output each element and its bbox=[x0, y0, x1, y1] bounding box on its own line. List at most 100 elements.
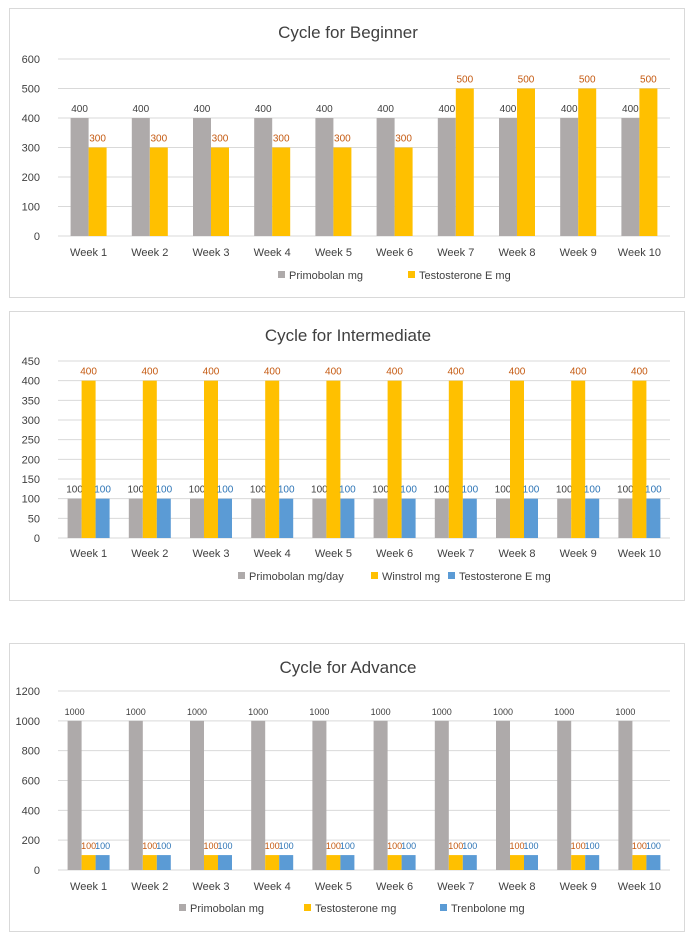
bar bbox=[193, 118, 211, 236]
data-label: 100 bbox=[189, 485, 206, 496]
bar bbox=[131, 118, 150, 236]
bar bbox=[557, 720, 572, 870]
bar bbox=[401, 855, 416, 870]
bar bbox=[312, 720, 327, 870]
data-label: 100 bbox=[95, 841, 110, 851]
bar bbox=[571, 855, 586, 870]
data-label: 400 bbox=[141, 367, 158, 378]
x-tick-label: Week 4 bbox=[254, 548, 291, 560]
data-label: 100 bbox=[66, 485, 83, 496]
bar bbox=[340, 855, 355, 870]
y-tick-label: 500 bbox=[22, 84, 40, 96]
y-tick-label: 250 bbox=[22, 435, 40, 447]
bar bbox=[571, 380, 586, 538]
bar bbox=[618, 498, 633, 538]
y-tick-label: 200 bbox=[22, 454, 40, 466]
legend-label: Testosterone E mg bbox=[459, 571, 551, 583]
bar bbox=[455, 88, 474, 236]
legend-swatch bbox=[304, 904, 311, 911]
bar bbox=[156, 498, 171, 538]
bar bbox=[401, 498, 416, 538]
x-tick-label: Week 10 bbox=[618, 881, 661, 893]
x-tick-label: Week 7 bbox=[437, 247, 474, 259]
chart-panel-advance: Cycle for Advance 0 200 400 600 800 1000 1200 1… bbox=[9, 643, 685, 932]
bar bbox=[265, 855, 280, 870]
bar bbox=[496, 720, 510, 870]
y-tick-label: 0 bbox=[34, 865, 40, 877]
bar bbox=[149, 147, 168, 236]
plot-area: 0 50 100 150 200 250 300 350 400 450 100 400 100 Week… bbox=[22, 356, 670, 583]
bar bbox=[265, 380, 280, 538]
legend-swatch bbox=[371, 572, 378, 579]
data-label: 100 bbox=[340, 841, 355, 851]
data-label: 1000 bbox=[432, 707, 452, 717]
bar bbox=[510, 380, 524, 538]
bar bbox=[517, 88, 535, 236]
legend-label: Testosterone E mg bbox=[419, 270, 511, 282]
data-label: 100 bbox=[617, 485, 634, 496]
data-label: 100 bbox=[142, 841, 157, 851]
chart-svg-intermediate: Cycle for Intermediate 0 50 100 150 200 250 30… bbox=[22, 326, 670, 583]
bar bbox=[578, 88, 597, 236]
x-tick-label: Week 1 bbox=[70, 881, 107, 893]
data-label: 1000 bbox=[126, 707, 146, 717]
bar bbox=[448, 380, 463, 538]
y-tick-label: 1200 bbox=[16, 686, 40, 698]
bar bbox=[646, 498, 661, 538]
data-label: 400 bbox=[386, 367, 403, 378]
bar bbox=[128, 720, 143, 870]
data-label: 400 bbox=[377, 104, 394, 115]
bar bbox=[95, 498, 110, 538]
data-label: 1000 bbox=[615, 707, 635, 717]
data-label: 400 bbox=[264, 367, 281, 378]
data-label: 300 bbox=[395, 134, 412, 145]
x-tick-label: Week 6 bbox=[376, 881, 413, 893]
data-label: 1000 bbox=[65, 707, 85, 717]
chart-title: Cycle for Intermediate bbox=[265, 326, 431, 345]
y-tick-label: 300 bbox=[22, 415, 40, 427]
data-label: 100 bbox=[523, 485, 540, 496]
chart-panel-intermediate: Cycle for Intermediate 0 50 100 150 200 250 30… bbox=[9, 311, 685, 601]
data-label: 100 bbox=[433, 485, 450, 496]
x-tick-label: Week 10 bbox=[618, 548, 661, 560]
bar bbox=[387, 380, 402, 538]
legend-swatch bbox=[238, 572, 245, 579]
bar bbox=[434, 498, 449, 538]
data-label: 300 bbox=[150, 134, 167, 145]
bar bbox=[376, 118, 395, 236]
bar bbox=[190, 720, 204, 870]
bar bbox=[340, 498, 355, 538]
bar bbox=[585, 498, 600, 538]
data-label: 100 bbox=[571, 841, 586, 851]
y-tick-label: 100 bbox=[22, 494, 40, 506]
y-tick-label: 350 bbox=[22, 395, 40, 407]
data-label: 1000 bbox=[248, 707, 268, 717]
bar bbox=[373, 498, 388, 538]
x-tick-label: Week 9 bbox=[560, 548, 597, 560]
x-tick-label: Week 5 bbox=[315, 548, 352, 560]
x-tick-label: Week 5 bbox=[315, 247, 352, 259]
data-label: 300 bbox=[273, 134, 290, 145]
data-label: 100 bbox=[278, 485, 295, 496]
y-tick-label: 200 bbox=[22, 835, 40, 847]
bar bbox=[142, 855, 157, 870]
bar bbox=[524, 498, 538, 538]
data-label: 300 bbox=[334, 134, 351, 145]
bar bbox=[190, 498, 204, 538]
legend-label: Trenbolone mg bbox=[451, 903, 525, 915]
bar bbox=[81, 380, 96, 538]
data-label: 400 bbox=[622, 104, 639, 115]
legend-label: Primobolan mg/day bbox=[249, 571, 344, 583]
y-tick-label: 400 bbox=[22, 805, 40, 817]
bar bbox=[326, 380, 341, 538]
bar bbox=[632, 380, 647, 538]
data-label: 100 bbox=[81, 841, 96, 851]
x-tick-label: Week 8 bbox=[498, 548, 535, 560]
bar bbox=[524, 855, 538, 870]
x-tick-label: Week 7 bbox=[437, 548, 474, 560]
legend-swatch bbox=[440, 904, 447, 911]
bar bbox=[373, 720, 388, 870]
bar bbox=[156, 855, 171, 870]
data-label: 300 bbox=[89, 134, 106, 145]
bar bbox=[646, 855, 661, 870]
